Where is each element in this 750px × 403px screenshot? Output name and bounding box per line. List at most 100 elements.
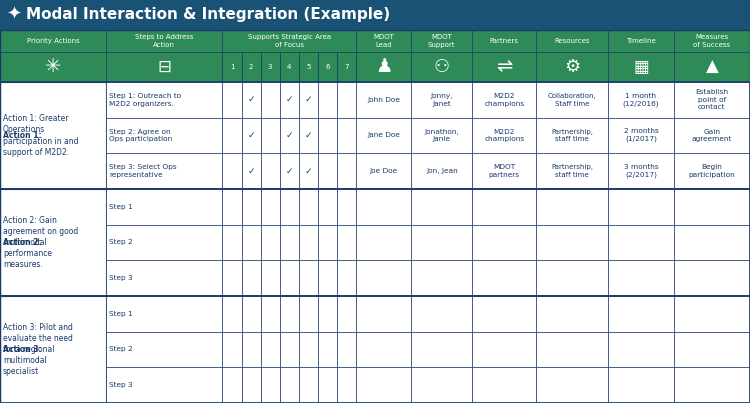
Bar — [106, 224, 223, 260]
Bar — [472, 189, 536, 224]
Bar — [674, 296, 750, 332]
Bar — [260, 153, 280, 189]
Bar — [298, 52, 318, 82]
Text: Partnership,
staff time: Partnership, staff time — [551, 164, 593, 178]
Text: ✓: ✓ — [304, 96, 312, 104]
Bar — [298, 260, 318, 296]
Bar — [223, 52, 356, 82]
Bar — [337, 260, 356, 296]
Text: ✓: ✓ — [286, 167, 293, 176]
Text: ✓: ✓ — [248, 167, 255, 176]
Bar — [280, 332, 298, 367]
Bar — [411, 260, 472, 296]
Bar — [356, 224, 411, 260]
Text: Jon, Jean: Jon, Jean — [426, 168, 458, 174]
Bar — [472, 52, 536, 82]
Bar — [106, 118, 223, 153]
Bar — [0, 82, 750, 189]
Text: Modal Interaction & Integration (Example): Modal Interaction & Integration (Example… — [26, 8, 390, 23]
Text: Action 2: Gain
agreement on good
multimodal
performance
measures.: Action 2: Gain agreement on good multimo… — [3, 216, 78, 269]
Bar — [298, 332, 318, 367]
Bar — [223, 153, 242, 189]
Bar — [242, 224, 260, 260]
Text: Action 1: Greater
Operations
participation in and
support of M2D2.: Action 1: Greater Operations participati… — [3, 114, 79, 157]
Bar — [674, 82, 750, 118]
Text: ✳: ✳ — [45, 58, 62, 77]
Bar — [260, 332, 280, 367]
Bar — [411, 296, 472, 332]
Bar — [411, 118, 472, 153]
Text: Priority Actions: Priority Actions — [26, 38, 80, 44]
Text: 2 months
(1/2017): 2 months (1/2017) — [623, 129, 658, 143]
Text: Action 2:: Action 2: — [3, 238, 42, 247]
Text: Supports Strategic Area
of Focus: Supports Strategic Area of Focus — [248, 34, 331, 48]
Bar — [280, 52, 298, 82]
Bar — [106, 189, 223, 224]
Bar — [472, 367, 536, 403]
Bar — [674, 30, 750, 52]
Bar — [318, 224, 337, 260]
Bar — [356, 296, 411, 332]
Text: ▲: ▲ — [706, 58, 718, 76]
Bar — [356, 82, 411, 118]
Bar — [318, 296, 337, 332]
Bar — [260, 189, 280, 224]
Bar — [106, 30, 223, 52]
Bar — [223, 260, 242, 296]
Text: 2: 2 — [249, 64, 254, 70]
Bar — [608, 260, 674, 296]
Text: Step 2: Agree on
Ops participation: Step 2: Agree on Ops participation — [109, 129, 172, 142]
Bar — [298, 296, 318, 332]
Bar — [260, 367, 280, 403]
Bar — [223, 296, 242, 332]
Text: ✓: ✓ — [248, 131, 255, 140]
Text: MDOT
Lead: MDOT Lead — [373, 34, 394, 48]
Bar — [280, 118, 298, 153]
Bar — [608, 30, 674, 52]
Bar — [298, 118, 318, 153]
Bar — [280, 153, 298, 189]
Text: ⚇: ⚇ — [433, 58, 450, 76]
Text: Partners: Partners — [490, 38, 519, 44]
Bar — [298, 189, 318, 224]
Bar — [536, 52, 608, 82]
Bar — [411, 367, 472, 403]
Bar — [608, 189, 674, 224]
Bar — [223, 189, 242, 224]
Text: 5: 5 — [306, 64, 310, 70]
Bar — [608, 296, 674, 332]
Bar — [411, 30, 472, 52]
Text: Partnership,
staff time: Partnership, staff time — [551, 129, 593, 142]
Bar — [242, 332, 260, 367]
Bar — [280, 82, 298, 118]
Bar — [536, 296, 608, 332]
Bar — [674, 367, 750, 403]
Bar — [0, 296, 750, 403]
Bar — [337, 189, 356, 224]
Text: ⚙: ⚙ — [564, 58, 580, 76]
Bar — [337, 153, 356, 189]
Bar — [356, 153, 411, 189]
Bar — [356, 30, 411, 52]
Bar — [0, 189, 106, 296]
Bar — [674, 224, 750, 260]
Bar — [242, 118, 260, 153]
Bar — [0, 189, 750, 296]
Text: Step 3: Select Ops
representative: Step 3: Select Ops representative — [109, 164, 176, 178]
Text: ✦: ✦ — [7, 6, 22, 24]
Bar — [318, 367, 337, 403]
Bar — [223, 30, 356, 52]
Text: Step 1: Outreach to
M2D2 organizers.: Step 1: Outreach to M2D2 organizers. — [109, 93, 182, 106]
Bar — [536, 224, 608, 260]
Bar — [223, 82, 242, 118]
Bar — [337, 367, 356, 403]
Text: 3 months
(2/2017): 3 months (2/2017) — [623, 164, 658, 178]
Text: ✓: ✓ — [286, 131, 293, 140]
Bar — [260, 52, 280, 82]
Bar — [223, 367, 242, 403]
Bar — [280, 367, 298, 403]
Text: Resources: Resources — [554, 38, 590, 44]
Text: Step 2: Step 2 — [109, 239, 133, 245]
Bar — [280, 224, 298, 260]
Bar — [356, 189, 411, 224]
